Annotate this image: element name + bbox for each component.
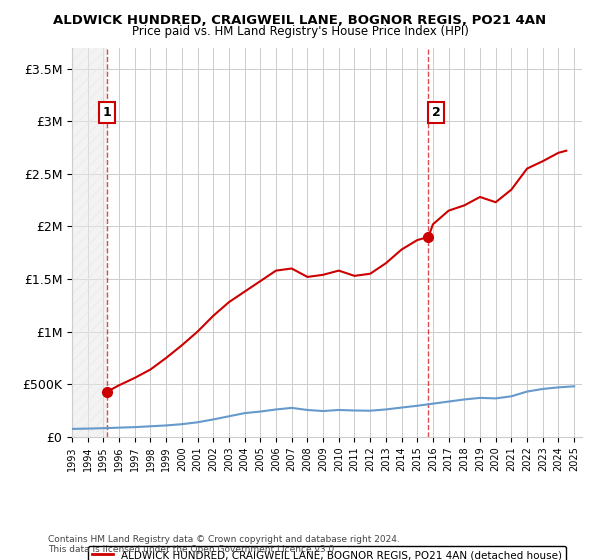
Text: Price paid vs. HM Land Registry's House Price Index (HPI): Price paid vs. HM Land Registry's House … [131, 25, 469, 38]
Text: 2: 2 [431, 106, 440, 119]
Text: Contains HM Land Registry data © Crown copyright and database right 2024.
This d: Contains HM Land Registry data © Crown c… [48, 535, 400, 554]
Bar [72, 48, 107, 437]
Legend: ALDWICK HUNDRED, CRAIGWEIL LANE, BOGNOR REGIS, PO21 4AN (detached house), HPI: A: ALDWICK HUNDRED, CRAIGWEIL LANE, BOGNOR … [88, 546, 566, 560]
Text: ALDWICK HUNDRED, CRAIGWEIL LANE, BOGNOR REGIS, PO21 4AN: ALDWICK HUNDRED, CRAIGWEIL LANE, BOGNOR … [53, 14, 547, 27]
Text: 1: 1 [103, 106, 112, 119]
